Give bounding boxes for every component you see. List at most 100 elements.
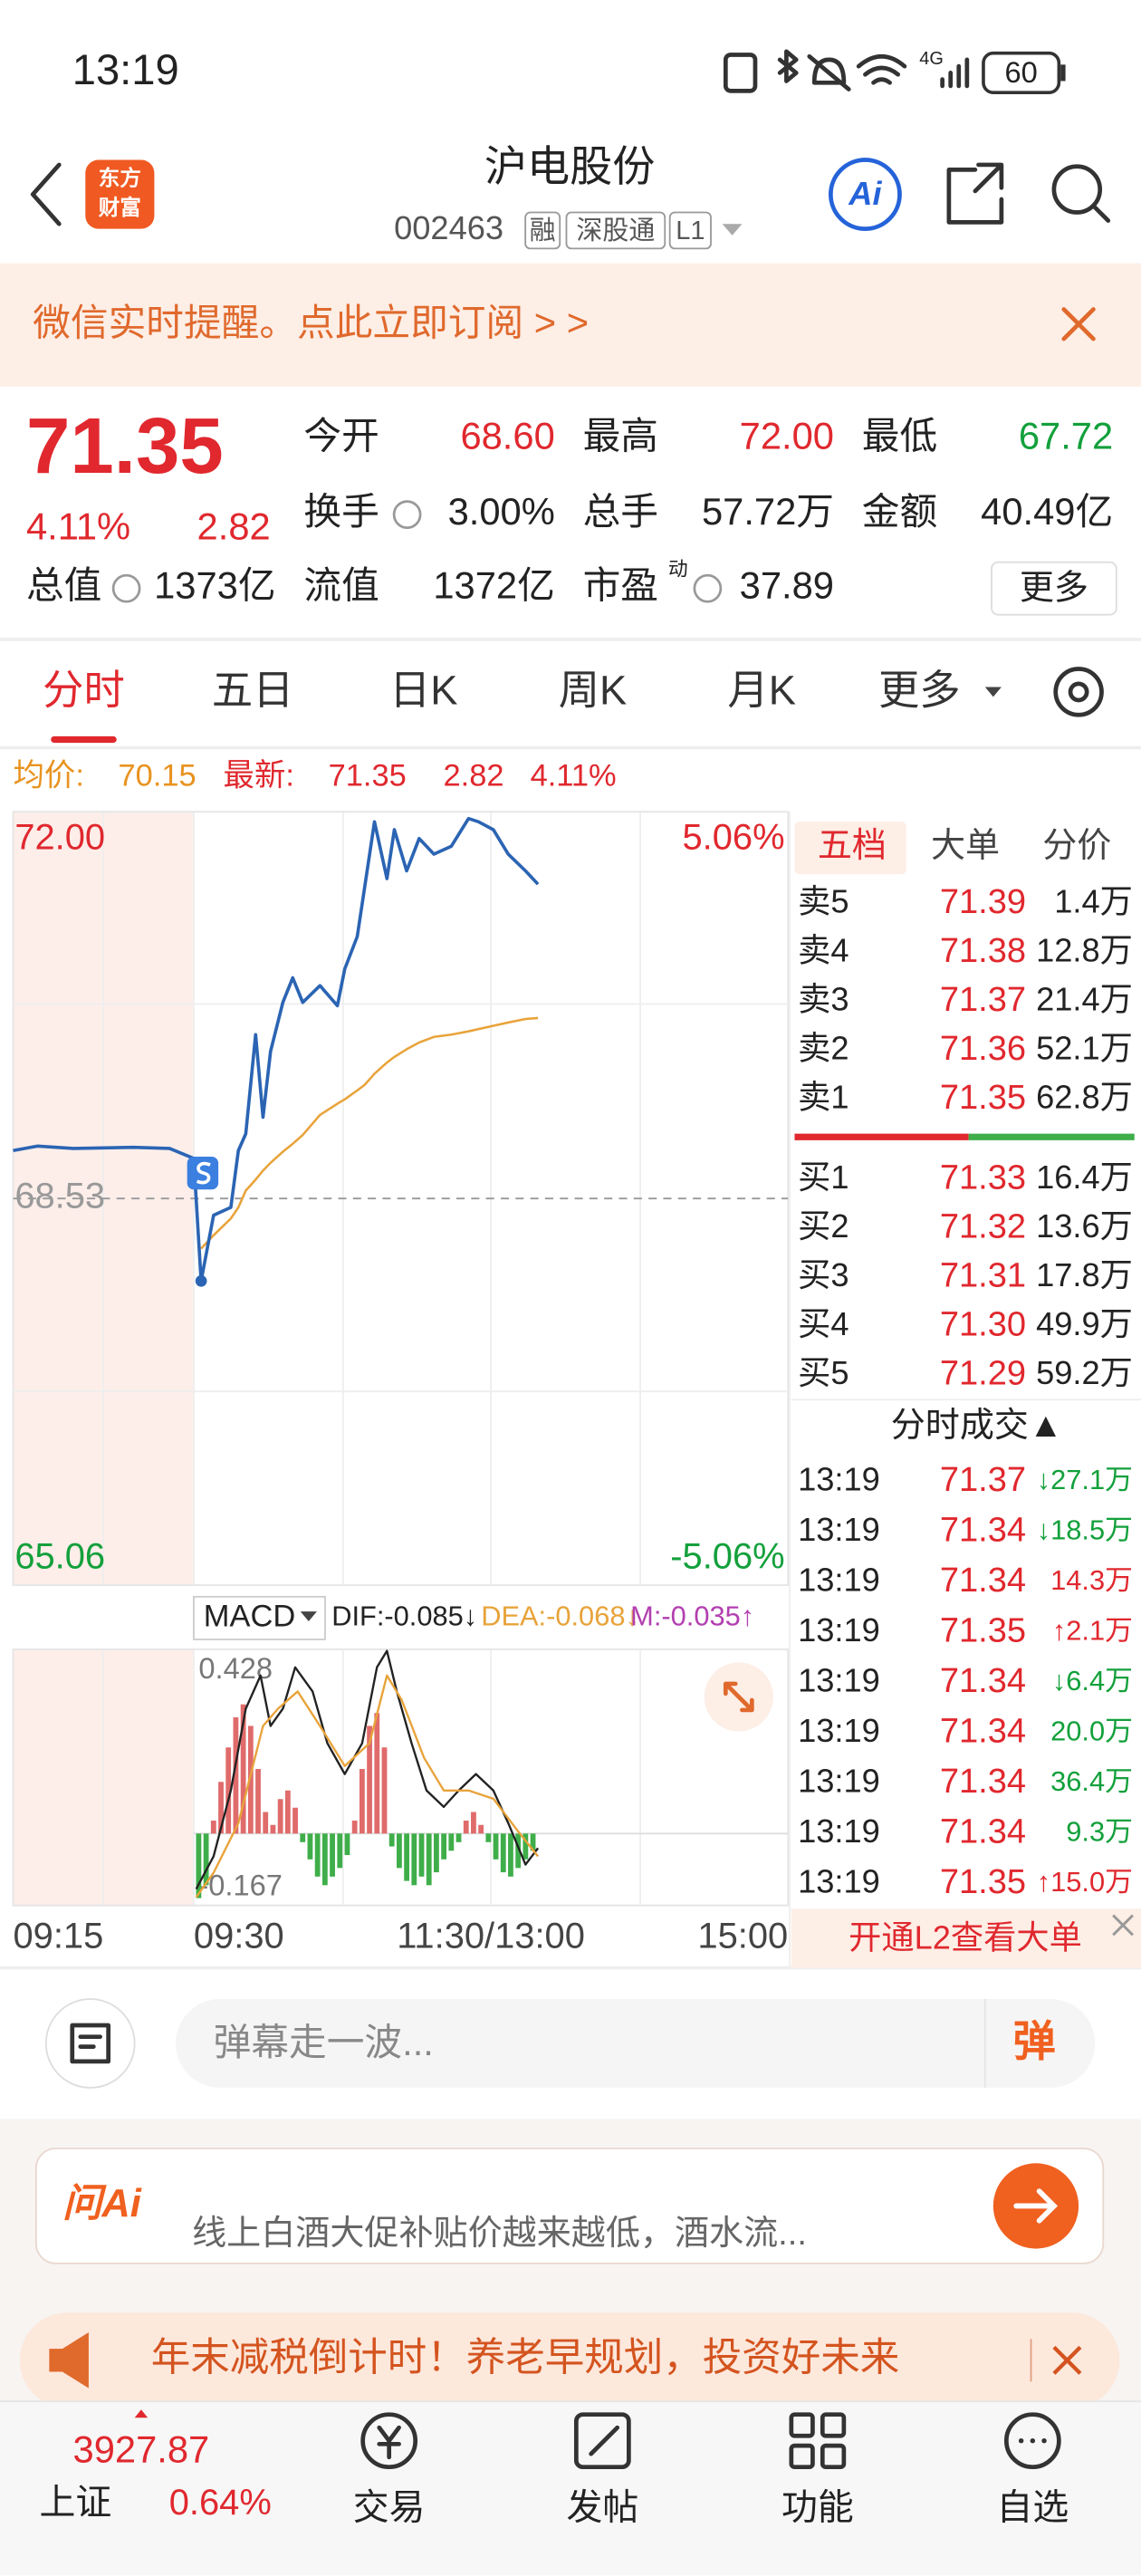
nav-item[interactable]: 自选: [996, 2487, 1069, 2527]
macd-bar: [374, 1713, 380, 1834]
nav-icons: [360, 2412, 1061, 2470]
l2-prompt-bg[interactable]: [791, 1908, 1141, 1968]
promo-close[interactable]: [1052, 2345, 1082, 2375]
macd-bar: [508, 1833, 513, 1877]
tab[interactable]: 更多: [878, 668, 961, 714]
latest-change: 2.82: [443, 758, 503, 793]
nav-item[interactable]: 交易: [353, 2487, 426, 2527]
l2-close[interactable]: [1112, 1914, 1134, 1937]
latest-change-pct: 4.11%: [531, 758, 617, 793]
expand-icon: [723, 1681, 754, 1713]
book-price: 71.30: [940, 1305, 1026, 1343]
bottom-nav: [0, 2401, 1141, 2576]
book-tab[interactable]: 分价: [1042, 827, 1111, 865]
banner-text[interactable]: 微信实时提醒。点此立即订阅 > >: [33, 302, 589, 344]
trade-time: 13:19: [798, 1561, 880, 1598]
tag-label: 融: [530, 216, 556, 245]
subscribe-banner[interactable]: [0, 263, 1141, 387]
macd-bar: [471, 1812, 476, 1834]
ai-button[interactable]: [828, 158, 902, 232]
tab-underline: [51, 735, 117, 744]
trade-price: 71.35: [940, 1863, 1026, 1901]
tag-box: [565, 211, 666, 250]
book-label: 卖2: [798, 1029, 849, 1066]
macd-bar: [493, 1833, 499, 1860]
trade-time: 13:19: [798, 1812, 880, 1850]
macd-bar: [196, 1833, 202, 1898]
back-button[interactable]: [30, 162, 62, 226]
book-volume: 21.4万: [1036, 980, 1133, 1017]
trade-time: 13:19: [798, 1611, 880, 1648]
more-label[interactable]: 更多: [1020, 570, 1088, 608]
s-marker-glyph: [196, 1161, 211, 1185]
y-tick-label: 72.00: [14, 818, 105, 858]
macd-bar: [218, 1782, 224, 1834]
macd-bar: [515, 1833, 522, 1869]
macd-bar: [455, 1833, 462, 1842]
tab[interactable]: 日K: [389, 668, 458, 714]
comment-settings[interactable]: [44, 1998, 136, 2089]
promo-bar[interactable]: [19, 2312, 1120, 2408]
logo-text: 东方: [99, 165, 141, 189]
macd-bar: [292, 1807, 298, 1834]
trade-volume: ↑15.0万: [1037, 1866, 1133, 1898]
trade-price: 71.37: [940, 1461, 1026, 1499]
book-label: 买2: [798, 1207, 849, 1245]
macd-selector-label[interactable]: MACD: [204, 1599, 295, 1633]
tab[interactable]: 分时: [43, 668, 125, 714]
tab[interactable]: 周K: [559, 668, 628, 714]
field-label: 最高: [583, 415, 658, 457]
field-label: 总值: [26, 564, 101, 607]
macd-selector[interactable]: [193, 1595, 326, 1640]
x-tick-label: 09:15: [14, 1916, 104, 1956]
share-button[interactable]: [946, 162, 1004, 225]
macd-bar: [367, 1725, 372, 1834]
app-logo[interactable]: [85, 159, 155, 229]
macd-bar: [485, 1833, 492, 1842]
x-tick-label: 15:00: [697, 1916, 788, 1956]
comment-send[interactable]: 弹: [1013, 2017, 1056, 2065]
field-value: 1372亿: [433, 564, 554, 607]
index-name[interactable]: 上证: [40, 2483, 112, 2523]
macd-bar: [478, 1824, 484, 1834]
index-value[interactable]: 3927.87: [73, 2427, 210, 2470]
book-volume: 52.1万: [1036, 1029, 1133, 1066]
tab[interactable]: 五日: [212, 668, 294, 714]
l2-prompt[interactable]: 开通L2查看大单: [849, 1918, 1082, 1956]
macd-bar: [203, 1833, 209, 1886]
macd-bar: [277, 1799, 283, 1834]
ai-text[interactable]: 线上白酒大促补贴价越来越低，酒水流...: [192, 2215, 807, 2253]
trades-title[interactable]: 分时成交▲: [891, 1407, 1063, 1445]
promo-text[interactable]: 年末减税倒计时！养老早规划，投资好未来: [151, 2336, 900, 2379]
nav-item[interactable]: 功能: [781, 2487, 854, 2527]
settings-button[interactable]: [1053, 667, 1104, 717]
book-price: 71.29: [940, 1355, 1026, 1393]
macd-selector-arrow[interactable]: [300, 1611, 317, 1622]
dropdown-arrow[interactable]: [722, 224, 743, 235]
trade-time: 13:19: [798, 1762, 880, 1799]
field-value: 67.72: [1019, 415, 1113, 457]
search-button[interactable]: [1051, 164, 1103, 215]
tab[interactable]: 月K: [727, 668, 796, 714]
ai-box[interactable]: [34, 2148, 1105, 2264]
field-value: 37.89: [740, 564, 834, 607]
banner-close[interactable]: [1061, 307, 1096, 341]
low-point: [195, 1274, 207, 1287]
macd-bar: [321, 1833, 328, 1886]
change-pct: 4.11%: [26, 505, 130, 547]
comment-input[interactable]: [175, 1999, 1096, 2088]
book-price: 71.33: [940, 1158, 1026, 1197]
nav-item[interactable]: 发帖: [566, 2487, 638, 2527]
tab-more-arrow[interactable]: [984, 687, 1002, 697]
tab-highlight: [794, 822, 906, 875]
book-tab[interactable]: 大单: [931, 827, 1000, 865]
book-price: 71.35: [940, 1079, 1026, 1117]
field-value: 72.00: [740, 415, 834, 457]
book-volume: 49.9万: [1036, 1305, 1133, 1342]
book-tab[interactable]: 五档: [818, 827, 887, 865]
more-button[interactable]: [991, 561, 1117, 616]
index-change[interactable]: 0.64%: [169, 2483, 272, 2523]
trade-volume: ↓27.1万: [1037, 1464, 1133, 1495]
comment-placeholder[interactable]: 弹幕走一波...: [214, 2021, 434, 2063]
book-label: 买5: [798, 1354, 849, 1391]
